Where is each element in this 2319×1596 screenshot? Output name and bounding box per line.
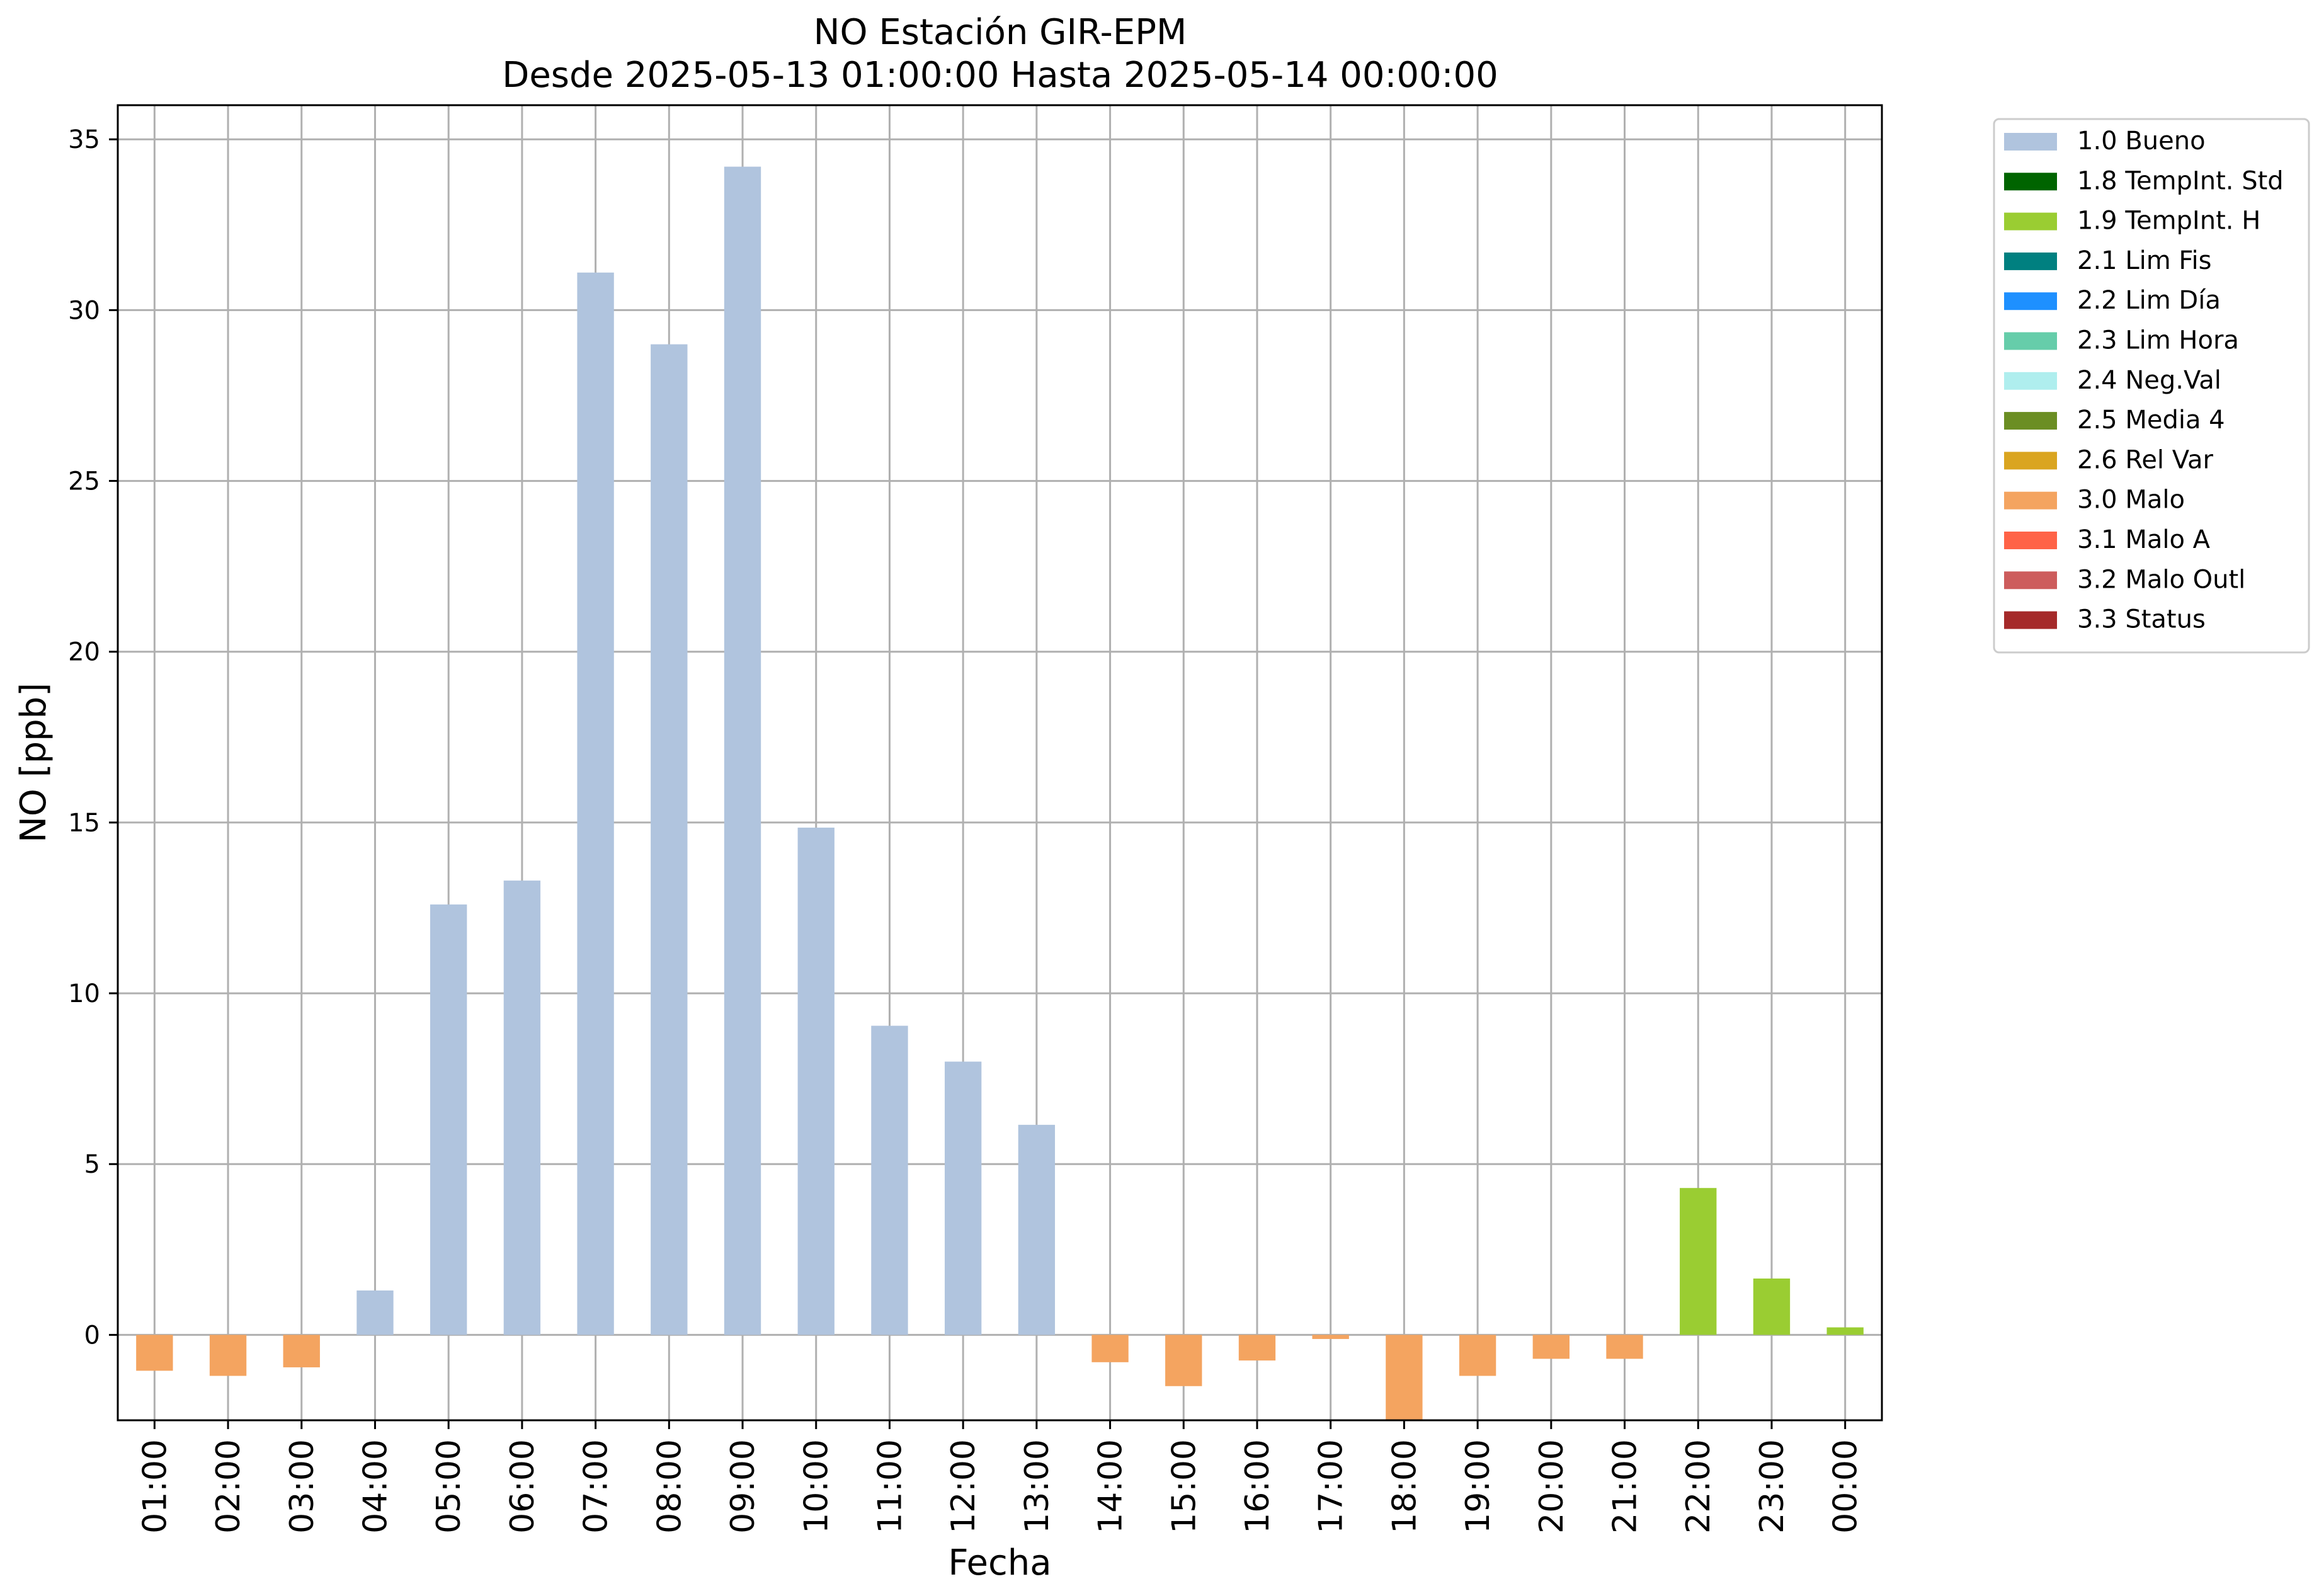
legend-swatch: [2004, 252, 2057, 270]
bar: [209, 1335, 247, 1376]
legend-swatch: [2004, 133, 2057, 151]
legend-swatch: [2004, 611, 2057, 629]
bar: [1165, 1335, 1202, 1386]
bar: [1459, 1335, 1496, 1376]
grid-lines: [118, 105, 1882, 1420]
y-tick-label: 25: [68, 467, 100, 496]
legend-swatch: [2004, 412, 2057, 430]
x-tick-label: 15:00: [1165, 1439, 1203, 1534]
y-tick-label: 0: [84, 1321, 100, 1350]
bar: [797, 828, 835, 1335]
x-tick-label: 02:00: [210, 1439, 248, 1534]
bar: [1826, 1327, 1864, 1335]
bar: [136, 1335, 173, 1371]
legend-swatch: [2004, 212, 2057, 231]
bar: [503, 881, 541, 1335]
legend-box: [1993, 118, 2310, 654]
bars: [136, 166, 1864, 1420]
x-tick-label: 00:00: [1827, 1439, 1865, 1534]
x-tick-label: 18:00: [1386, 1439, 1423, 1534]
legend-swatch: [2004, 452, 2057, 470]
chart-subtitle: Desde 2025-05-13 01:00:00 Hasta 2025-05-…: [502, 55, 1498, 96]
legend-swatch: [2004, 491, 2057, 510]
x-tick-label: 05:00: [430, 1439, 468, 1534]
y-tick-label: 30: [68, 296, 100, 325]
bar: [1386, 1335, 1423, 1420]
x-tick-label: 01:00: [136, 1439, 174, 1534]
x-tick-label: 21:00: [1607, 1439, 1644, 1534]
legend-label: 3.1 Malo A: [2077, 525, 2211, 554]
legend-swatch: [2004, 372, 2057, 390]
legend: 1.0 Bueno 1.8 TempInt. Std 1.9 TempInt. H 2…: [1993, 118, 2310, 654]
x-tick-label: 03:00: [283, 1439, 321, 1534]
legend-label: 3.3 Status: [2077, 605, 2206, 634]
x-axis-label: Fecha: [948, 1542, 1051, 1583]
bar: [283, 1335, 320, 1367]
bar: [871, 1025, 908, 1335]
x-tick-label: 20:00: [1533, 1439, 1571, 1534]
legend-swatch: [2004, 532, 2057, 549]
x-tick-label: 19:00: [1459, 1439, 1497, 1534]
legend-label: 1.8 TempInt. Std: [2077, 166, 2284, 195]
legend-label: 2.5 Media 4: [2077, 406, 2225, 435]
bar: [1018, 1124, 1056, 1335]
x-tick-label: 22:00: [1680, 1439, 1718, 1534]
bar: [1532, 1335, 1570, 1359]
legend-swatch: [2004, 571, 2057, 590]
y-axis-label: NO [ppb]: [13, 683, 54, 843]
bar: [577, 272, 614, 1335]
x-tick-label: 17:00: [1313, 1439, 1350, 1534]
x-tick-label: 13:00: [1018, 1439, 1056, 1534]
legend-label: 1.9 TempInt. H: [2077, 207, 2260, 236]
y-tick-label: 5: [84, 1150, 100, 1179]
bar: [1606, 1335, 1643, 1359]
bar: [1312, 1335, 1349, 1339]
bar: [1680, 1188, 1717, 1335]
y-tick-label: 35: [68, 125, 100, 154]
x-tick-label: 11:00: [871, 1439, 909, 1534]
legend-label: 2.6 Rel Var: [2077, 445, 2214, 474]
legend-label: 2.3 Lim Hora: [2077, 326, 2239, 355]
x-tick-label: 08:00: [651, 1439, 688, 1534]
x-tick-label: 06:00: [504, 1439, 542, 1534]
legend-label: 3.2 Malo Outl: [2077, 565, 2245, 594]
legend-swatch: [2004, 292, 2057, 311]
y-tick-label: 10: [68, 979, 100, 1008]
bar: [944, 1061, 982, 1335]
bar: [430, 904, 467, 1335]
legend-swatch: [2004, 173, 2057, 191]
bar: [356, 1290, 394, 1335]
x-tick-label: 10:00: [798, 1439, 836, 1534]
x-tick-label: 16:00: [1239, 1439, 1277, 1534]
legend-label: 2.1 Lim Fis: [2077, 246, 2211, 275]
legend-swatch: [2004, 332, 2057, 350]
bar: [1753, 1278, 1791, 1335]
x-tick-label: 12:00: [945, 1439, 983, 1534]
y-axis: 0 5 10 15 20 25 30 35: [68, 125, 118, 1350]
x-axis: 01:00 02:00 03:00 04:00 05:00 06:00 07:00 08:00…: [136, 1420, 1865, 1534]
x-tick-label: 23:00: [1753, 1439, 1791, 1534]
bar: [724, 166, 761, 1335]
plot-frame: [117, 104, 1883, 1422]
bar: [1091, 1335, 1129, 1362]
chart-title: NO Estación GIR-EPM: [813, 12, 1187, 53]
legend-label: 1.0 Bueno: [2077, 127, 2206, 156]
y-tick-label: 15: [68, 809, 100, 838]
legend-label: 3.0 Malo: [2077, 486, 2185, 515]
bar: [651, 344, 688, 1335]
x-tick-label: 07:00: [578, 1439, 615, 1534]
x-tick-label: 09:00: [724, 1439, 762, 1534]
legend-label: 2.4 Neg.Val: [2077, 366, 2221, 395]
y-tick-label: 20: [68, 638, 100, 667]
legend-label: 2.2 Lim Día: [2077, 286, 2221, 315]
x-tick-label: 04:00: [356, 1439, 394, 1534]
x-tick-label: 14:00: [1092, 1439, 1130, 1534]
bar: [1238, 1335, 1276, 1361]
